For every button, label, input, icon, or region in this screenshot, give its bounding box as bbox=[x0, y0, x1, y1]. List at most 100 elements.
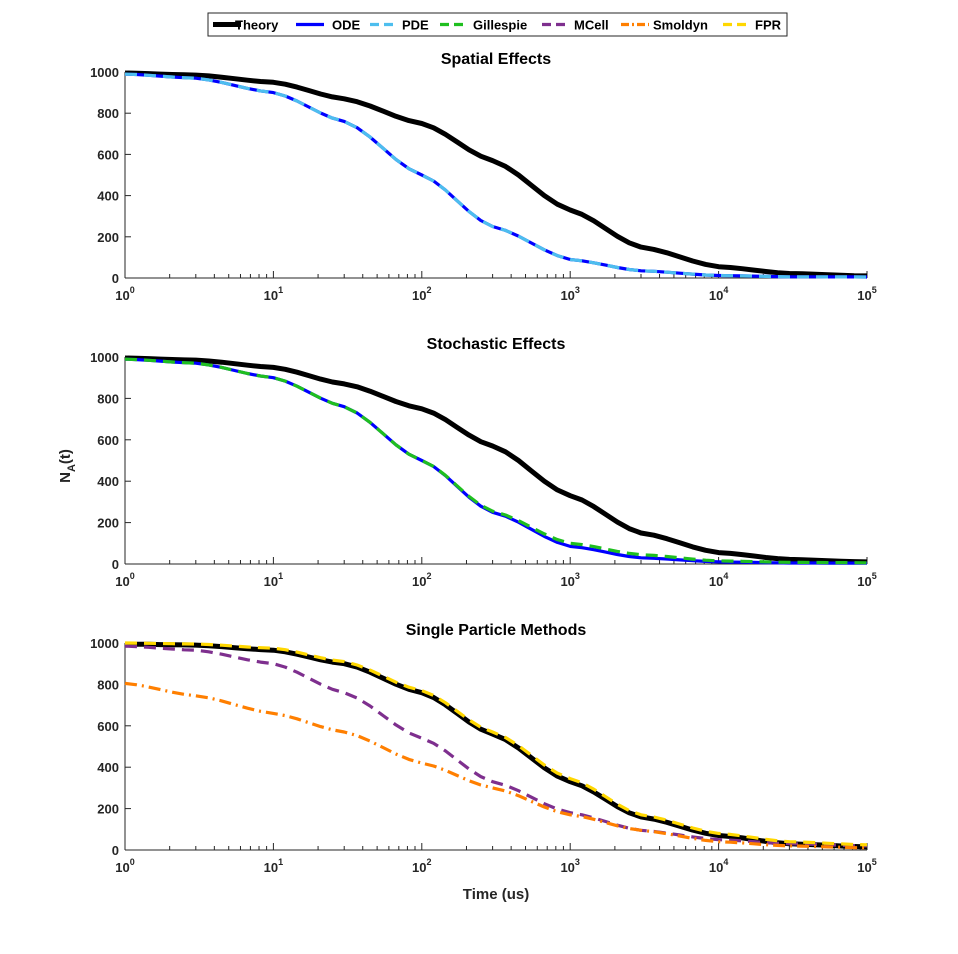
y-tick-label: 800 bbox=[97, 677, 119, 692]
y-tick-label: 0 bbox=[112, 843, 119, 858]
y-tick-label: 200 bbox=[97, 516, 119, 531]
x-tick-base: 10 bbox=[264, 860, 278, 875]
y-tick-label: 400 bbox=[97, 474, 119, 489]
y-tick-label: 800 bbox=[97, 391, 119, 406]
x-tick-exponent: 2 bbox=[427, 571, 432, 581]
x-tick-base: 10 bbox=[115, 288, 129, 303]
x-tick-label: 101 bbox=[264, 857, 283, 875]
series-line-fpr bbox=[124, 641, 868, 847]
x-tick-base: 10 bbox=[560, 860, 574, 875]
x-tick-label: 102 bbox=[412, 571, 431, 589]
x-tick-base: 10 bbox=[857, 288, 871, 303]
x-tick-exponent: 4 bbox=[723, 571, 728, 581]
y-axis-label: NA(t) bbox=[57, 449, 78, 483]
y-tick-label: 200 bbox=[97, 802, 119, 817]
legend-label: Gillespie bbox=[473, 18, 527, 33]
x-tick-base: 10 bbox=[560, 288, 574, 303]
x-tick-label: 102 bbox=[412, 857, 431, 875]
x-tick-label: 105 bbox=[857, 285, 876, 303]
x-tick-exponent: 0 bbox=[130, 857, 135, 867]
x-tick-base: 10 bbox=[857, 860, 871, 875]
x-tick-label: 100 bbox=[115, 285, 134, 303]
x-tick-base: 10 bbox=[412, 574, 426, 589]
legend-box bbox=[207, 12, 788, 37]
x-tick-label: 105 bbox=[857, 857, 876, 875]
series-line-ode bbox=[124, 357, 868, 565]
panel-title: Single Particle Methods bbox=[406, 622, 587, 639]
x-axis-label: Time (us) bbox=[463, 886, 529, 903]
series-line-theory bbox=[124, 355, 868, 565]
x-tick-exponent: 2 bbox=[427, 857, 432, 867]
panel-3: Single Particle Methods 0 200 400 600 800 1000… bbox=[90, 622, 877, 875]
x-tick-base: 10 bbox=[264, 574, 278, 589]
series-line-ode bbox=[124, 72, 868, 279]
x-tick-exponent: 5 bbox=[872, 857, 877, 867]
y-tick-label: 600 bbox=[97, 719, 119, 734]
legend-label: FPR bbox=[755, 18, 782, 33]
y-tick-label: 600 bbox=[97, 433, 119, 448]
panel-title: Stochastic Effects bbox=[427, 336, 566, 353]
y-axis-label-sub: A bbox=[66, 464, 78, 472]
x-tick-base: 10 bbox=[857, 574, 871, 589]
x-tick-label: 104 bbox=[709, 285, 728, 303]
x-tick-label: 103 bbox=[560, 857, 579, 875]
series-line-smoldyn bbox=[124, 681, 868, 850]
x-tick-exponent: 5 bbox=[872, 285, 877, 295]
x-tick-exponent: 4 bbox=[723, 285, 728, 295]
x-tick-base: 10 bbox=[709, 574, 723, 589]
x-tick-label: 102 bbox=[412, 285, 431, 303]
x-tick-base: 10 bbox=[264, 288, 278, 303]
y-tick-label: 600 bbox=[97, 147, 119, 162]
series-line-theory bbox=[124, 70, 868, 279]
x-tick-label: 101 bbox=[264, 285, 283, 303]
series-line-gillespie bbox=[124, 357, 868, 565]
legend-label: Theory bbox=[235, 18, 279, 33]
y-tick-label: 200 bbox=[97, 230, 119, 245]
x-tick-exponent: 3 bbox=[575, 857, 580, 867]
legend-label: PDE bbox=[402, 18, 429, 33]
x-tick-base: 10 bbox=[709, 288, 723, 303]
x-tick-exponent: 1 bbox=[278, 857, 283, 867]
x-tick-base: 10 bbox=[412, 860, 426, 875]
series-line-pde bbox=[124, 72, 868, 279]
x-tick-label: 100 bbox=[115, 857, 134, 875]
y-tick-label: 1000 bbox=[90, 350, 119, 365]
legend-label: MCell bbox=[574, 18, 609, 33]
y-tick-label: 0 bbox=[112, 271, 119, 286]
y-axis-label-tail: (t) bbox=[57, 449, 74, 464]
x-tick-exponent: 4 bbox=[723, 857, 728, 867]
x-tick-base: 10 bbox=[412, 288, 426, 303]
y-axis-label-main: N bbox=[57, 472, 74, 483]
legend-label: Smoldyn bbox=[653, 18, 708, 33]
x-tick-base: 10 bbox=[560, 574, 574, 589]
x-tick-exponent: 5 bbox=[872, 571, 877, 581]
x-tick-exponent: 1 bbox=[278, 285, 283, 295]
x-tick-exponent: 2 bbox=[427, 285, 432, 295]
axis-labels: Time (us) NA(t) bbox=[57, 449, 529, 903]
y-tick-label: 400 bbox=[97, 760, 119, 775]
x-tick-exponent: 0 bbox=[130, 285, 135, 295]
x-tick-exponent: 0 bbox=[130, 571, 135, 581]
x-tick-label: 104 bbox=[709, 857, 728, 875]
legend-label: ODE bbox=[332, 18, 361, 33]
panel-title: Spatial Effects bbox=[441, 51, 551, 68]
x-tick-label: 105 bbox=[857, 571, 876, 589]
x-tick-base: 10 bbox=[115, 860, 129, 875]
x-tick-exponent: 3 bbox=[575, 285, 580, 295]
x-tick-label: 103 bbox=[560, 571, 579, 589]
y-tick-label: 1000 bbox=[90, 636, 119, 651]
x-tick-base: 10 bbox=[709, 860, 723, 875]
x-tick-exponent: 1 bbox=[278, 571, 283, 581]
x-tick-label: 101 bbox=[264, 571, 283, 589]
series-line-theory bbox=[124, 641, 868, 850]
x-tick-label: 100 bbox=[115, 571, 134, 589]
y-tick-label: 0 bbox=[112, 557, 119, 572]
y-tick-label: 800 bbox=[97, 106, 119, 121]
legend: Theory ODE PDE Gillespie MCell Smoldyn FPR bbox=[207, 12, 788, 37]
x-tick-base: 10 bbox=[115, 574, 129, 589]
x-tick-label: 103 bbox=[560, 285, 579, 303]
